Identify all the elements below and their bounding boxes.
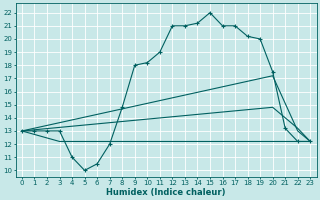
X-axis label: Humidex (Indice chaleur): Humidex (Indice chaleur) — [106, 188, 226, 197]
